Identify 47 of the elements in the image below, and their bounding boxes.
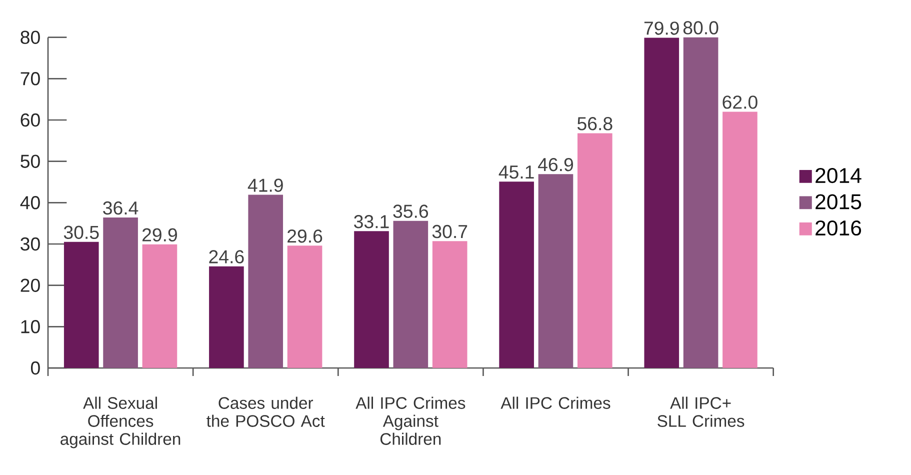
data-label: 24.6: [209, 250, 244, 264]
y-tick-label: 50: [20, 154, 40, 168]
data-label: 33.1: [354, 215, 389, 228]
bar: [103, 218, 138, 368]
x-tick-label: Cases under the POSCO Act: [206, 396, 325, 427]
data-label: 45.1: [498, 166, 534, 179]
bar: [722, 112, 758, 368]
bar: [287, 246, 322, 368]
bar: [644, 38, 680, 368]
data-label: 29.6: [288, 229, 322, 243]
x-tick-label: All IPC+ SLL Crimes: [658, 396, 744, 427]
x-tick-label: All IPC Crimes Against Children: [356, 396, 466, 445]
data-label: 56.8: [577, 117, 612, 130]
bar: [499, 182, 534, 368]
y-tick-label: 0: [30, 361, 40, 375]
y-tick-label: 60: [20, 113, 40, 127]
legend-label: 2014: [816, 168, 862, 184]
data-label: 36.4: [103, 201, 138, 215]
bar: [209, 266, 244, 368]
y-tick-label: 30: [20, 237, 40, 251]
bar: [683, 37, 718, 368]
legend-label: 2015: [816, 194, 862, 210]
data-label: 79.9: [644, 22, 679, 35]
y-tick-label: 80: [20, 30, 40, 44]
x-tick-label: All IPC Crimes: [500, 396, 610, 409]
bar: [393, 220, 428, 368]
bar: [538, 174, 574, 368]
data-label: 35.6: [393, 204, 428, 218]
bar: [577, 133, 612, 368]
bar: [432, 241, 468, 368]
data-label: 30.5: [64, 226, 99, 239]
legend-label: 2016: [816, 220, 862, 236]
y-tick-label: 10: [21, 320, 40, 334]
data-label: 62.0: [722, 96, 758, 109]
bar: [248, 194, 284, 368]
y-tick-label: 70: [20, 72, 40, 86]
bar: [142, 244, 178, 368]
y-tick-label: 20: [20, 278, 40, 292]
y-tick-label: 40: [20, 196, 40, 210]
data-label: 46.9: [538, 158, 574, 172]
x-tick-label: All Sexual Offences against Children: [60, 396, 180, 448]
data-label: 29.9: [142, 228, 177, 242]
data-label: 80.0: [683, 21, 718, 34]
data-label: 30.7: [432, 224, 468, 238]
bar: [64, 242, 99, 368]
bar: [354, 231, 389, 368]
data-label: 41.9: [248, 178, 283, 192]
